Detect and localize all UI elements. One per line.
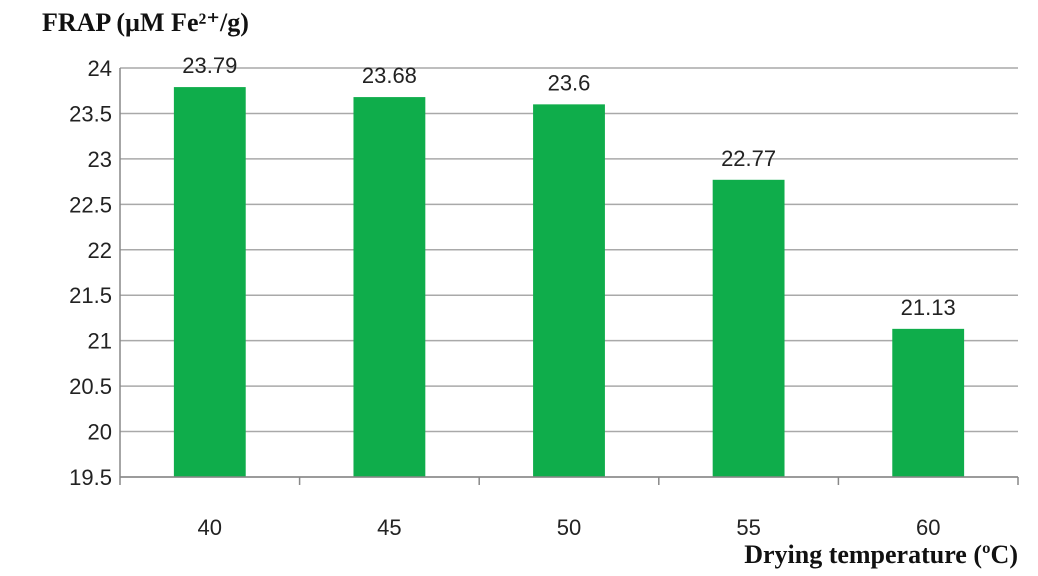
data-label: 23.6 — [548, 70, 591, 95]
bar — [712, 179, 785, 477]
data-label: 22.77 — [721, 146, 776, 171]
y-tick-label: 22.5 — [69, 192, 112, 217]
bars — [173, 87, 965, 477]
y-tick-labels: 24 23.5 23 22.5 22 21.5 21 20.5 20 19.5 — [69, 56, 112, 490]
axes — [119, 68, 1019, 485]
y-tick-label: 20 — [88, 420, 112, 445]
x-axis-title: Drying temperature (ºC) — [744, 540, 1018, 569]
y-tick-label: 23.5 — [69, 101, 112, 126]
x-tick-label: 50 — [557, 515, 581, 540]
y-tick-label: 20.5 — [69, 374, 112, 399]
y-tick-label: 21 — [88, 329, 112, 354]
y-tick-label: 19.5 — [69, 465, 112, 490]
y-tick-label: 21.5 — [69, 283, 112, 308]
data-label: 23.79 — [182, 53, 237, 78]
bar — [533, 104, 605, 477]
x-tick-labels: 40 45 50 55 60 — [198, 515, 941, 540]
y-tick-label: 24 — [88, 56, 112, 81]
data-labels: 23.79 23.68 23.6 22.77 21.13 — [182, 53, 955, 320]
data-label: 23.68 — [362, 63, 417, 88]
x-tick-label: 40 — [198, 515, 222, 540]
bar — [173, 87, 246, 477]
bar — [353, 97, 426, 477]
y-axis-title: FRAP (µM Fe²⁺/g) — [42, 8, 249, 37]
data-label: 21.13 — [901, 295, 956, 320]
x-tick-label: 55 — [736, 515, 760, 540]
y-tick-label: 22 — [88, 238, 112, 263]
bar — [892, 328, 965, 477]
x-tick-label: 45 — [377, 515, 401, 540]
x-tick-label: 60 — [916, 515, 940, 540]
y-tick-label: 23 — [88, 147, 112, 172]
